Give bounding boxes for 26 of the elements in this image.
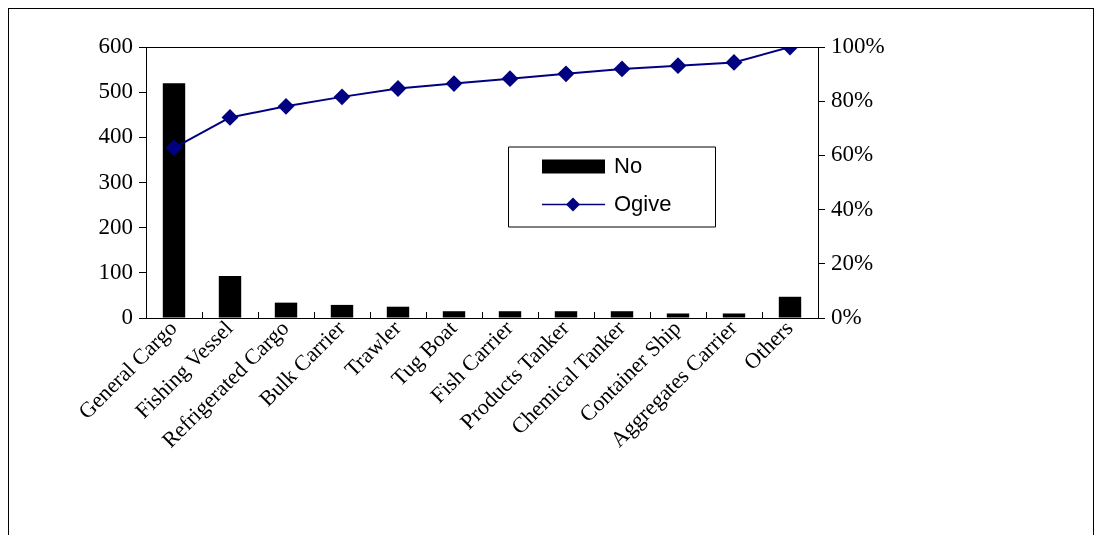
y-tick-label: 500 [98,78,133,104]
y-tick-label: 400 [98,123,133,149]
y2-tick-label: 0% [831,304,862,330]
y2-tick-label: 20% [831,249,874,275]
legend-label: No [614,152,643,178]
y2-tick-label: 100% [831,33,885,59]
y-tick-label: 600 [98,33,133,59]
y2-tick-label: 40% [831,195,874,221]
point [334,88,350,105]
point [446,75,462,92]
y2-tick-label: 60% [831,141,874,167]
point [558,65,574,82]
point [726,54,742,71]
point [278,98,294,115]
point [166,139,182,156]
y-tick-label: 100 [98,258,133,284]
y-tick-label: 300 [98,168,133,194]
point [670,57,686,74]
y-tick-label: 0 [121,304,133,330]
legend-label: Ogive [614,190,672,216]
y2-tick-label: 80% [831,87,874,113]
point [222,109,238,126]
y-tick-label: 200 [98,213,133,239]
point [614,60,630,77]
point [390,80,406,97]
point [502,70,518,87]
